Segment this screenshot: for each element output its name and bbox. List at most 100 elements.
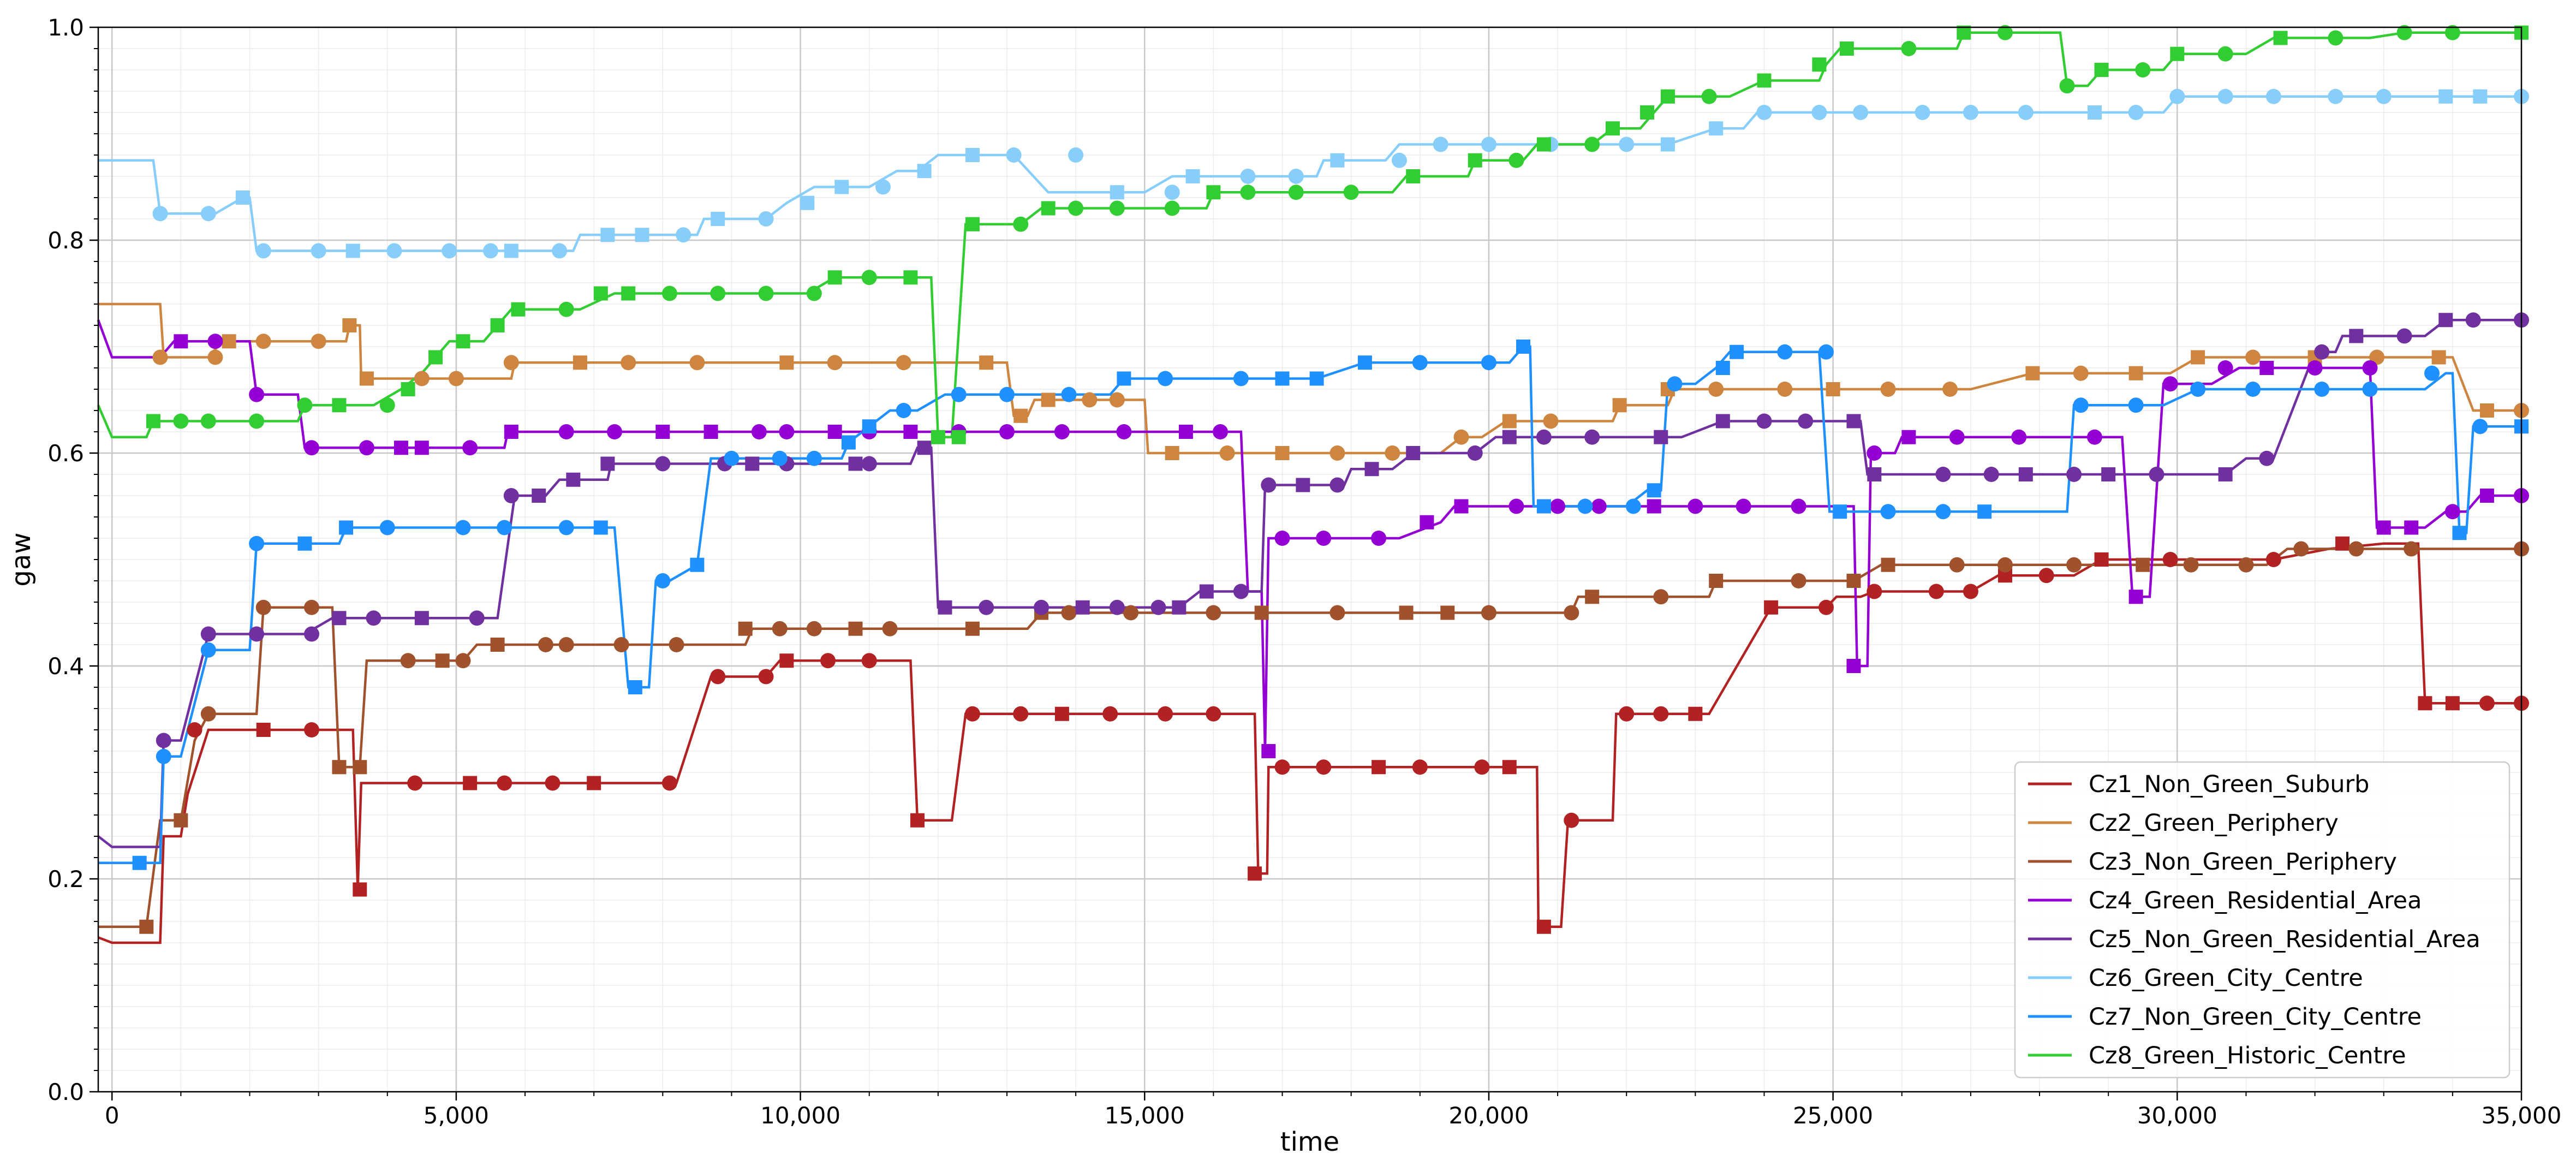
data-point-circle xyxy=(156,748,171,764)
legend-label: Cz3_Non_Green_Periphery xyxy=(2089,848,2397,876)
data-point-circle xyxy=(806,450,822,466)
data-point-square xyxy=(235,191,250,205)
data-point-square xyxy=(1881,557,1895,572)
data-point-circle xyxy=(1412,759,1428,775)
data-point-circle xyxy=(152,349,168,365)
data-point-square xyxy=(256,723,271,737)
data-point-circle xyxy=(249,626,265,642)
data-point-square xyxy=(1248,866,1262,881)
data-point-square xyxy=(2335,536,2350,551)
data-point-square xyxy=(1013,408,1028,423)
data-point-square xyxy=(827,425,842,439)
data-point-circle xyxy=(1543,413,1559,429)
data-point-circle xyxy=(2011,429,2027,445)
data-point-circle xyxy=(469,610,485,626)
data-point-square xyxy=(146,414,160,429)
data-point-circle xyxy=(1240,169,1256,184)
x-tick-label: 30,000 xyxy=(2137,1102,2217,1129)
data-point-circle xyxy=(710,669,726,685)
data-point-circle xyxy=(1116,424,1132,439)
data-point-square xyxy=(2025,366,2040,380)
data-point-square xyxy=(511,302,526,317)
legend-label: Cz8_Green_Historic_Centre xyxy=(2089,1042,2406,1069)
data-point-circle xyxy=(2314,382,2330,397)
data-point-circle xyxy=(655,573,671,588)
data-point-square xyxy=(435,653,450,668)
data-point-circle xyxy=(2265,88,2281,104)
data-point-circle xyxy=(2128,397,2144,413)
data-point-circle xyxy=(1481,136,1496,152)
data-point-circle xyxy=(820,653,836,669)
data-point-square xyxy=(1647,499,1661,514)
data-point-square xyxy=(2170,46,2185,61)
data-point-circle xyxy=(861,456,877,472)
data-point-square xyxy=(711,212,725,226)
data-point-square xyxy=(587,776,601,790)
data-point-square xyxy=(1172,600,1186,615)
data-point-square xyxy=(910,813,925,828)
data-point-circle xyxy=(1329,477,1345,493)
data-point-square xyxy=(1812,57,1827,72)
data-point-circle xyxy=(455,520,471,536)
data-point-circle xyxy=(359,440,374,456)
data-point-square xyxy=(359,371,374,386)
data-point-square xyxy=(532,489,546,503)
legend-label: Cz7_Non_Green_City_Centre xyxy=(2089,1003,2422,1031)
data-point-circle xyxy=(2396,25,2412,40)
data-point-square xyxy=(1833,504,1847,519)
data-point-square xyxy=(903,270,918,285)
data-point-circle xyxy=(1584,136,1600,152)
data-point-circle xyxy=(1777,382,1793,397)
data-point-circle xyxy=(751,424,767,439)
data-point-square xyxy=(1165,446,1179,460)
data-point-square xyxy=(1296,478,1310,492)
x-axis-label: time xyxy=(1280,1127,1339,1157)
data-point-circle xyxy=(999,386,1015,402)
data-point-square xyxy=(1867,467,1882,481)
data-point-circle xyxy=(1949,429,1965,445)
data-point-circle xyxy=(1068,147,1084,163)
y-tick-label: 0.6 xyxy=(47,440,84,467)
data-point-circle xyxy=(503,355,519,371)
data-point-circle xyxy=(2472,419,2488,435)
data-point-square xyxy=(566,472,581,487)
x-tick-label: 35,000 xyxy=(2482,1102,2562,1129)
data-point-circle xyxy=(2038,568,2054,584)
data-point-circle xyxy=(2073,365,2089,381)
data-point-circle xyxy=(249,386,265,402)
data-point-square xyxy=(1660,89,1675,104)
data-point-circle xyxy=(2086,429,2102,445)
data-point-circle xyxy=(1034,599,1050,615)
data-point-square xyxy=(2452,526,2467,540)
data-point-circle xyxy=(545,775,560,791)
data-point-square xyxy=(1612,398,1627,413)
data-point-square xyxy=(1502,430,1517,444)
data-point-circle xyxy=(1481,605,1496,621)
data-point-circle xyxy=(1061,386,1077,402)
data-point-circle xyxy=(1206,706,1221,722)
data-point-circle xyxy=(552,243,568,259)
data-point-square xyxy=(2438,89,2453,104)
data-point-circle xyxy=(1997,557,2013,573)
data-point-circle xyxy=(455,653,471,669)
data-point-square xyxy=(1901,430,1916,444)
data-point-square xyxy=(2349,329,2364,343)
data-point-square xyxy=(1309,371,1324,386)
legend-label: Cz6_Green_City_Centre xyxy=(2089,965,2363,992)
data-point-circle xyxy=(2217,88,2233,104)
data-point-circle xyxy=(297,397,313,413)
data-point-square xyxy=(1041,392,1056,407)
data-point-circle xyxy=(173,413,189,429)
data-point-circle xyxy=(1791,498,1806,514)
data-point-circle xyxy=(1206,605,1221,621)
data-point-square xyxy=(965,217,980,231)
data-point-square xyxy=(738,621,753,636)
data-point-square xyxy=(1536,499,1551,514)
data-point-square xyxy=(1254,605,1269,620)
data-point-circle xyxy=(1412,355,1428,371)
data-point-square xyxy=(2376,520,2391,535)
data-point-square xyxy=(490,638,505,652)
data-point-square xyxy=(917,441,932,455)
data-point-square xyxy=(1399,605,1414,620)
data-point-circle xyxy=(2066,557,2082,573)
